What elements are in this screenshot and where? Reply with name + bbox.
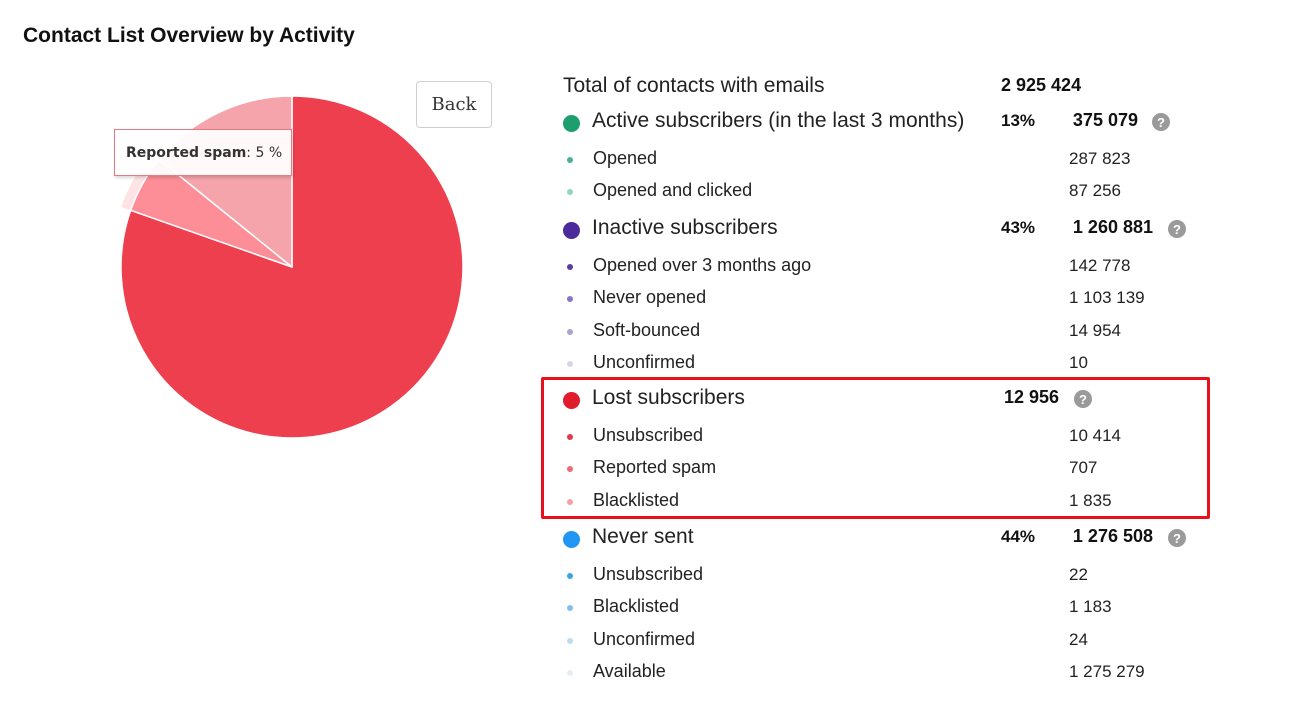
item-count: 24 (1069, 629, 1088, 649)
item-dot (567, 669, 573, 676)
item-dot (567, 360, 573, 367)
page-title: Contact List Overview by Activity (23, 24, 355, 47)
item-count: 287 823 (1069, 149, 1131, 168)
item-dot (567, 466, 573, 473)
help-icon[interactable]: ? (1152, 113, 1170, 131)
pie-tooltip: Reported spam: 5 % (114, 129, 292, 176)
group-count: 1 276 508 (1072, 526, 1153, 546)
item-count: 22 (1069, 565, 1088, 584)
group-status-dot (563, 392, 580, 409)
help-icon[interactable]: ? (1168, 220, 1186, 238)
item-count: 14 954 (1069, 320, 1121, 340)
group-label: Never sent (592, 525, 694, 548)
item-label: Unconfirmed (593, 351, 696, 372)
item-count: 142 778 (1069, 256, 1131, 275)
group-status-dot (563, 115, 580, 132)
item-dot (567, 434, 573, 440)
item-count: 87 256 (1069, 181, 1121, 201)
item-label: Reported spam (593, 457, 717, 478)
item-dot (567, 328, 573, 335)
item-count: 1 103 139 (1069, 288, 1145, 308)
group-status-dot (563, 222, 580, 239)
help-icon[interactable]: ? (1168, 529, 1186, 547)
item-dot (567, 189, 573, 196)
item-count: 1 835 (1069, 490, 1112, 510)
item-dot (567, 157, 573, 163)
back-button[interactable]: Back (416, 81, 492, 128)
item-count: 1 275 279 (1069, 661, 1145, 681)
item-label: Opened over 3 months ago (593, 255, 812, 275)
item-label: Blacklisted (593, 489, 680, 510)
total-contacts-label: Total of contacts with emails (563, 74, 825, 97)
item-dot (567, 264, 573, 270)
item-label: Unsubscribed (593, 564, 704, 584)
item-dot (567, 573, 573, 579)
item-label: Opened and clicked (593, 180, 753, 201)
tooltip-value: : 5 % (246, 144, 283, 161)
item-label: Never opened (593, 287, 707, 308)
item-dot (567, 605, 573, 612)
item-label: Unconfirmed (593, 628, 696, 649)
lost-subscribers-pie-chart (120, 95, 464, 439)
item-dot (567, 498, 573, 505)
group-count: 1 260 881 (1072, 217, 1153, 237)
item-count: 10 414 (1069, 426, 1121, 445)
group-label: Active subscribers (in the last 3 months… (592, 109, 965, 132)
group-percent: 44% (1001, 527, 1036, 546)
group-status-dot (563, 531, 580, 548)
tooltip-label: Reported spam (126, 144, 247, 161)
group-percent: 43% (1001, 218, 1036, 237)
item-dot (567, 296, 573, 303)
item-label: Soft-bounced (593, 319, 701, 340)
help-icon[interactable]: ? (1074, 390, 1092, 408)
group-label: Lost subscribers (592, 386, 745, 409)
item-dot (567, 637, 573, 644)
item-label: Blacklisted (593, 596, 680, 617)
total-contacts-value: 2 925 424 (1001, 75, 1082, 95)
item-label: Opened (593, 148, 658, 168)
item-label: Available (593, 660, 666, 681)
item-count: 10 (1069, 352, 1088, 372)
item-label: Unsubscribed (593, 425, 704, 445)
group-count: 12 956 (1003, 387, 1059, 407)
group-count: 375 079 (1072, 110, 1138, 130)
group-label: Inactive subscribers (592, 216, 778, 239)
group-percent: 13% (1001, 111, 1036, 130)
item-count: 1 183 (1069, 597, 1112, 617)
item-count: 707 (1069, 458, 1098, 478)
lost-subscribers-highlight (541, 377, 1210, 519)
